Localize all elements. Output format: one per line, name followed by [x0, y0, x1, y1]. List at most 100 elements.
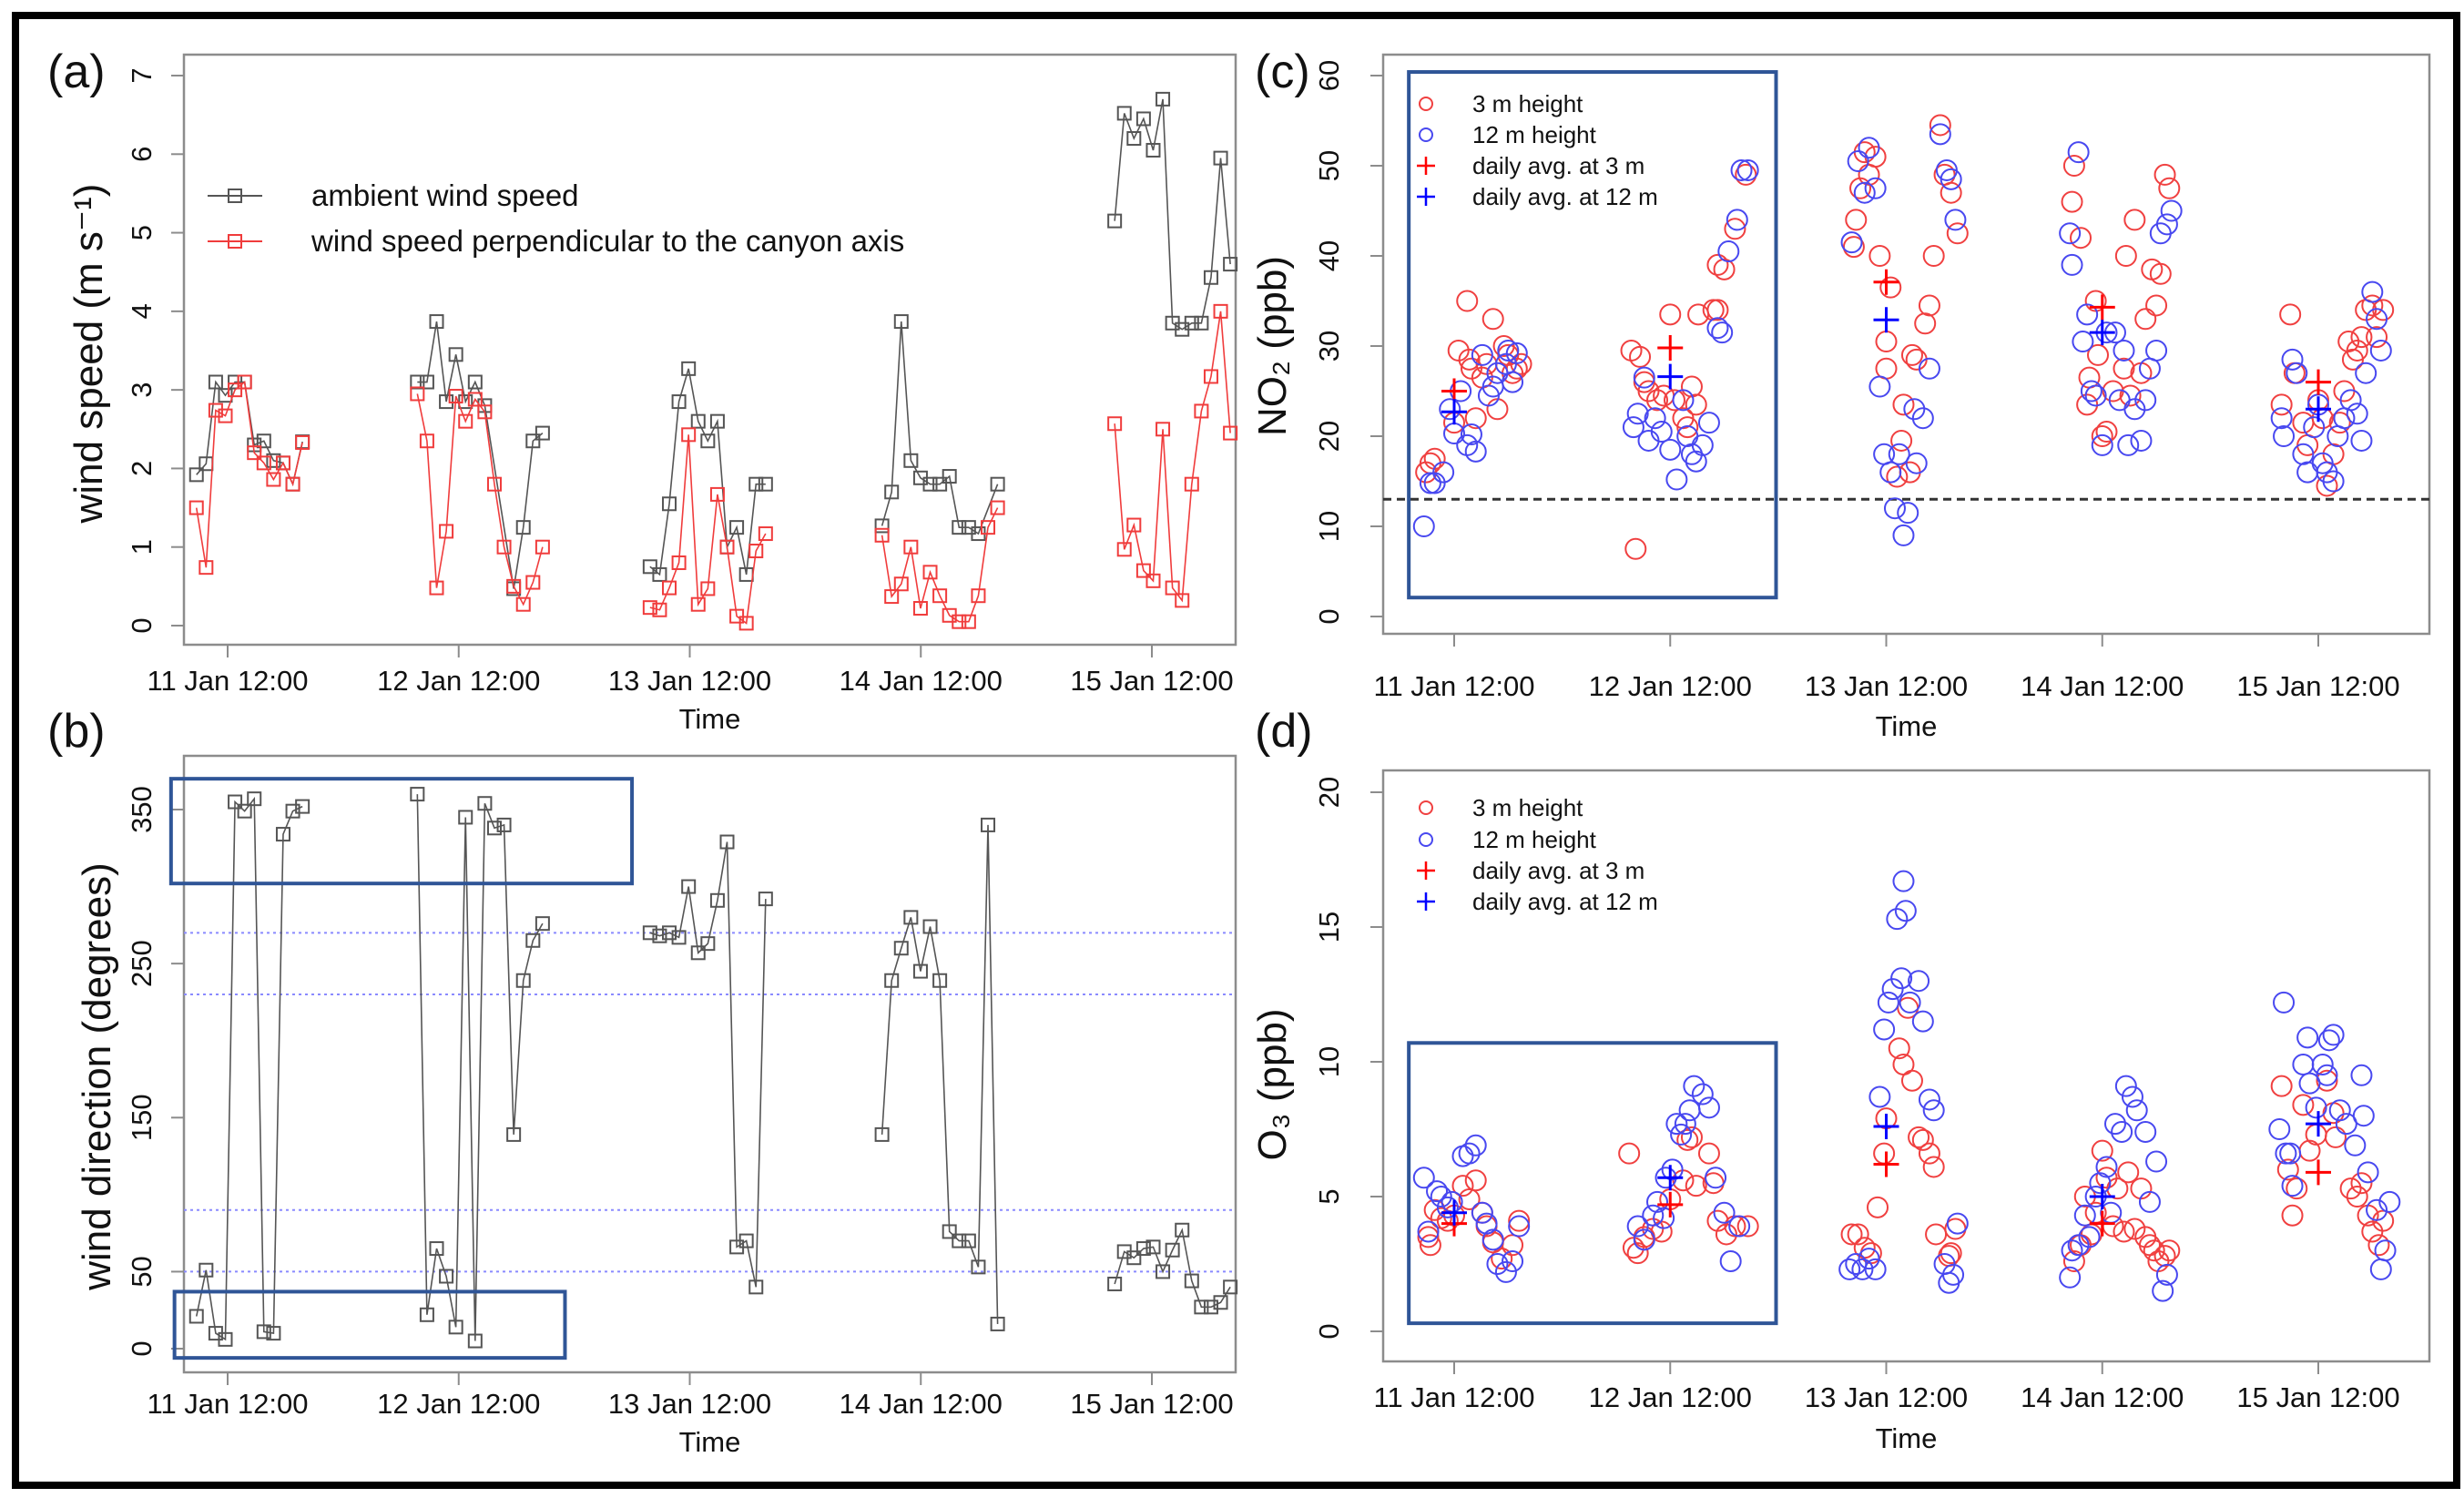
x-tick-label: 15 Jan 12:00 — [1070, 665, 1233, 697]
data-point-circle — [2130, 429, 2153, 452]
data-point-circle — [1940, 181, 1962, 204]
data-point-square — [758, 892, 773, 907]
legend: ambient wind speed wind speed perpendicul… — [208, 178, 904, 258]
data-point-square — [981, 520, 996, 535]
data-point-square — [1175, 1222, 1190, 1238]
data-point-square — [429, 1241, 444, 1257]
series-line — [416, 794, 544, 1341]
data-point-square — [1184, 1273, 1199, 1289]
data-point-circle — [1672, 389, 1695, 412]
data-point-circle — [2350, 326, 2373, 349]
data-point-circle — [2108, 389, 2131, 412]
data-point-circle — [1886, 908, 1909, 931]
data-point-square — [458, 810, 473, 825]
data-point-circle — [2067, 141, 2090, 164]
series-line — [195, 796, 303, 1341]
data-point-circle — [1918, 1088, 1940, 1111]
data-point-square — [662, 496, 677, 512]
data-point-circle — [2123, 1218, 2146, 1240]
data-point-circle — [1868, 1085, 1891, 1108]
data-point-circle — [1875, 331, 1898, 353]
data-point-square — [1107, 213, 1123, 229]
data-point-circle — [1676, 1128, 1699, 1151]
data-point-square — [439, 1269, 454, 1284]
data-point-circle — [2145, 294, 2168, 317]
data-point-square — [884, 973, 900, 988]
data-point-circle — [1842, 236, 1865, 259]
series-3-m-height — [1417, 996, 2395, 1273]
data-point-square — [671, 394, 687, 410]
data-point-circle — [1456, 290, 1479, 312]
data-point-circle — [1929, 123, 1951, 146]
data-point-circle — [1914, 312, 1937, 335]
data-point-circle — [1853, 141, 1876, 164]
data-point-circle — [2352, 1105, 2375, 1127]
data-point-circle — [2279, 303, 2302, 326]
x-tick-label: 13 Jan 12:00 — [608, 1388, 771, 1420]
data-point-circle — [1502, 371, 1524, 393]
data-point-circle — [1711, 321, 1734, 344]
data-point-circle — [2367, 1234, 2390, 1257]
data-point-square — [961, 614, 976, 629]
data-point-circle — [1683, 1075, 1705, 1097]
panel-a-wind-speed: 11 Jan 12:00 12 Jan 12:00 13 Jan 12:00 14 J… — [66, 53, 1238, 735]
legend-label: 12 m height — [1472, 826, 1597, 853]
x-tick-label: 15 Jan 12:00 — [2236, 670, 2399, 702]
daily-average-marker — [1657, 334, 1684, 361]
data-point-circle — [1911, 1128, 1934, 1151]
data-point-square — [467, 374, 483, 390]
data-point-square — [874, 518, 890, 534]
data-point-square — [467, 392, 483, 407]
data-point-circle — [1680, 1126, 1703, 1148]
data-point-circle — [2149, 222, 2172, 245]
data-point-square — [932, 588, 948, 604]
y-tick-label: 0 — [1313, 608, 1345, 624]
series-line — [195, 380, 303, 568]
series-3-m-height — [1415, 114, 2395, 560]
data-point-circle — [1847, 1223, 1869, 1246]
data-point-square — [208, 374, 223, 390]
data-point-circle — [2158, 1239, 2181, 1262]
data-point-circle — [1890, 429, 1913, 452]
data-point-circle — [2091, 433, 2113, 456]
y-tick-label: 3 — [126, 382, 158, 398]
legend: 3 m height 12 m height daily avg. at 3 m da… — [1417, 794, 1658, 915]
data-point-circle — [1458, 1187, 1481, 1210]
data-point-circle — [1929, 114, 1951, 137]
data-point-circle — [1918, 1142, 1940, 1165]
series-line — [416, 393, 544, 606]
data-point-circle — [1726, 209, 1748, 231]
data-point-circle — [2123, 209, 2146, 231]
data-point-square — [874, 1126, 890, 1142]
x-tick-label: 12 Jan 12:00 — [1589, 670, 1752, 702]
daily-average-marker — [1441, 399, 1467, 425]
data-point-square — [922, 476, 938, 492]
data-point-circle — [1922, 245, 1945, 267]
highlight-box — [1407, 70, 1778, 600]
data-point-square — [1156, 1264, 1171, 1279]
data-point-circle — [1486, 1253, 1509, 1275]
legend-circle-icon — [1419, 97, 1433, 111]
data-point-square — [188, 1309, 204, 1324]
data-point-circle — [2316, 1069, 2338, 1092]
data-point-square — [256, 455, 271, 471]
data-point-circle — [2095, 1156, 2118, 1178]
daily-average-marker — [1657, 363, 1684, 390]
legend-circle-icon — [1419, 800, 1433, 815]
data-point-square — [700, 433, 716, 449]
data-point-circle — [1661, 1158, 1684, 1181]
data-point-circle — [1426, 1180, 1449, 1203]
series-line — [1114, 1228, 1231, 1309]
data-point-circle — [2316, 474, 2338, 497]
data-point-circle — [1502, 1250, 1524, 1273]
data-point-circle — [1508, 1209, 1531, 1232]
y-tick-label: 60 — [1313, 60, 1345, 91]
data-point-square — [1175, 593, 1190, 608]
data-point-square — [419, 1307, 434, 1322]
data-point-square — [1165, 1242, 1180, 1258]
series-line — [649, 368, 766, 576]
data-point-circle — [1464, 440, 1487, 463]
data-point-circle — [2125, 1099, 2148, 1122]
data-point-circle — [1618, 1142, 1641, 1165]
data-point-square — [690, 596, 706, 612]
